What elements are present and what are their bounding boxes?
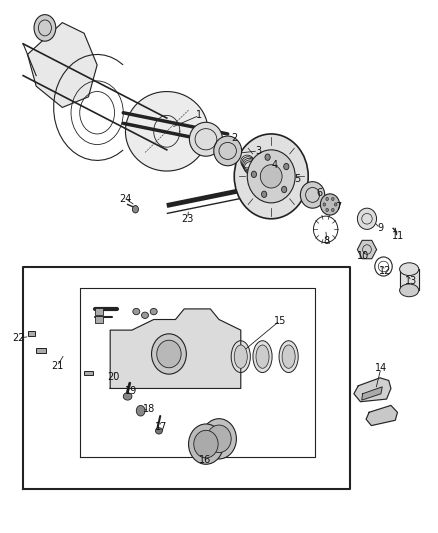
Circle shape xyxy=(265,154,270,160)
Text: 2: 2 xyxy=(231,133,237,143)
Circle shape xyxy=(332,197,334,200)
Circle shape xyxy=(332,208,334,212)
Ellipse shape xyxy=(300,182,325,208)
Circle shape xyxy=(326,197,328,200)
Text: 6: 6 xyxy=(316,188,322,198)
Polygon shape xyxy=(362,387,382,400)
Bar xyxy=(95,309,103,315)
Text: 20: 20 xyxy=(107,372,120,382)
Ellipse shape xyxy=(133,309,140,315)
Ellipse shape xyxy=(253,341,272,373)
Ellipse shape xyxy=(279,341,298,373)
Ellipse shape xyxy=(201,419,237,459)
Polygon shape xyxy=(357,240,377,259)
Text: 14: 14 xyxy=(375,364,387,373)
Text: 5: 5 xyxy=(294,174,300,184)
Text: 23: 23 xyxy=(181,214,194,224)
Ellipse shape xyxy=(155,427,162,434)
Bar xyxy=(84,371,93,375)
Text: 7: 7 xyxy=(336,202,342,212)
Polygon shape xyxy=(366,406,397,425)
Text: 8: 8 xyxy=(324,236,330,246)
Bar xyxy=(28,331,35,336)
Text: 9: 9 xyxy=(377,223,383,233)
Ellipse shape xyxy=(231,341,251,373)
Ellipse shape xyxy=(234,345,247,368)
Circle shape xyxy=(334,203,337,206)
Text: 15: 15 xyxy=(274,316,286,326)
Circle shape xyxy=(132,206,138,213)
Text: 17: 17 xyxy=(155,422,168,432)
Text: 24: 24 xyxy=(119,193,131,204)
Polygon shape xyxy=(125,92,208,171)
Ellipse shape xyxy=(247,150,295,203)
Ellipse shape xyxy=(399,284,419,297)
Text: 4: 4 xyxy=(272,160,278,169)
Bar xyxy=(95,317,103,322)
Circle shape xyxy=(284,164,289,169)
Text: 22: 22 xyxy=(13,333,25,343)
Text: 13: 13 xyxy=(405,276,417,286)
Ellipse shape xyxy=(188,424,223,464)
Ellipse shape xyxy=(152,334,186,374)
Circle shape xyxy=(34,14,56,41)
Text: 18: 18 xyxy=(143,403,155,414)
Text: 12: 12 xyxy=(379,266,392,276)
Ellipse shape xyxy=(194,430,218,458)
Text: 1: 1 xyxy=(196,110,202,120)
Circle shape xyxy=(261,191,267,197)
Text: 21: 21 xyxy=(51,361,63,371)
Ellipse shape xyxy=(234,134,308,219)
Ellipse shape xyxy=(399,263,419,276)
Text: 3: 3 xyxy=(255,146,261,156)
Circle shape xyxy=(326,208,328,212)
Circle shape xyxy=(323,203,325,206)
Ellipse shape xyxy=(150,309,157,315)
Ellipse shape xyxy=(141,312,148,318)
Polygon shape xyxy=(28,22,97,108)
Circle shape xyxy=(136,406,145,416)
Text: 10: 10 xyxy=(357,251,370,261)
Ellipse shape xyxy=(321,194,339,215)
Text: 19: 19 xyxy=(125,386,137,396)
Ellipse shape xyxy=(189,122,223,156)
Polygon shape xyxy=(399,269,419,290)
Ellipse shape xyxy=(282,345,295,368)
Ellipse shape xyxy=(214,136,242,166)
Ellipse shape xyxy=(157,340,181,368)
Text: 11: 11 xyxy=(392,231,404,241)
Circle shape xyxy=(282,187,287,192)
Polygon shape xyxy=(110,309,241,389)
Ellipse shape xyxy=(260,165,282,188)
Ellipse shape xyxy=(207,425,231,453)
Ellipse shape xyxy=(256,345,269,368)
Ellipse shape xyxy=(123,393,132,400)
Circle shape xyxy=(251,171,257,177)
Polygon shape xyxy=(354,378,391,402)
Bar xyxy=(36,348,46,353)
Ellipse shape xyxy=(357,208,377,229)
Text: 16: 16 xyxy=(199,455,211,465)
